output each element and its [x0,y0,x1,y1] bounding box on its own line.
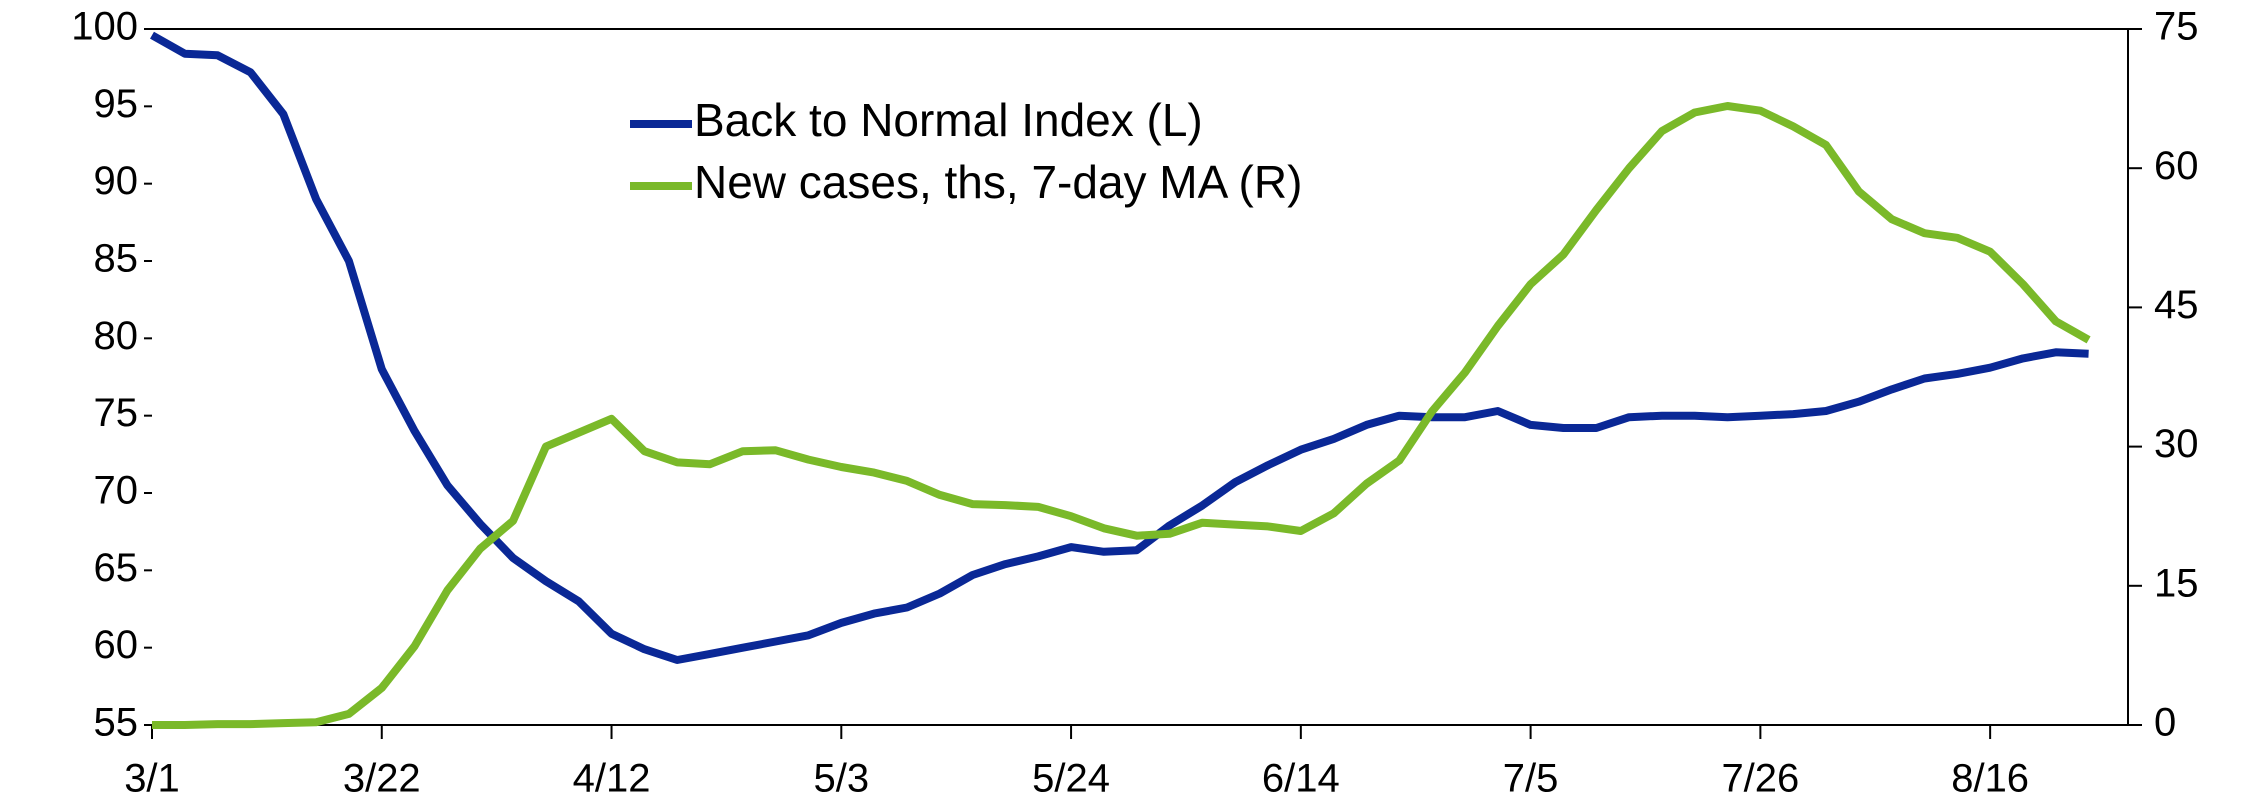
y2-tick-label: 0 [2154,701,2176,745]
y2-tick-label: 30 [2154,422,2199,466]
legend-label: New cases, ths, 7-day MA (R) [694,156,1302,208]
y2-tick-label: 75 [2154,5,2199,49]
y-tick-label: 55 [94,701,139,745]
legend-label: Back to Normal Index (L) [694,94,1203,146]
x-tick-label: 7/5 [1503,757,1559,801]
y-tick-label: 65 [94,546,139,590]
x-tick-label: 5/24 [1032,757,1110,801]
y-tick-label: 60 [94,623,139,667]
x-tick-label: 3/1 [124,757,180,801]
y2-tick-label: 60 [2154,144,2199,188]
y-tick-label: 80 [94,314,139,358]
y-tick-label: 95 [94,82,139,126]
series-line [150,31,2089,664]
y-tick-label: 85 [94,237,139,281]
x-tick-label: 3/22 [343,757,421,801]
y-tick-label: 75 [94,391,139,435]
x-tick-label: 8/16 [1951,757,2029,801]
y-tick-label: 70 [94,469,139,513]
y-tick-label: 100 [71,5,138,49]
x-tick-label: 5/3 [813,757,869,801]
y-tick-label: 90 [94,159,139,203]
series-line [152,102,2091,729]
y2-tick-label: 15 [2154,561,2199,605]
y2-tick-label: 45 [2154,283,2199,327]
x-tick-label: 6/14 [1262,757,1340,801]
x-tick-label: 7/26 [1721,757,1799,801]
x-tick-label: 4/12 [573,757,651,801]
